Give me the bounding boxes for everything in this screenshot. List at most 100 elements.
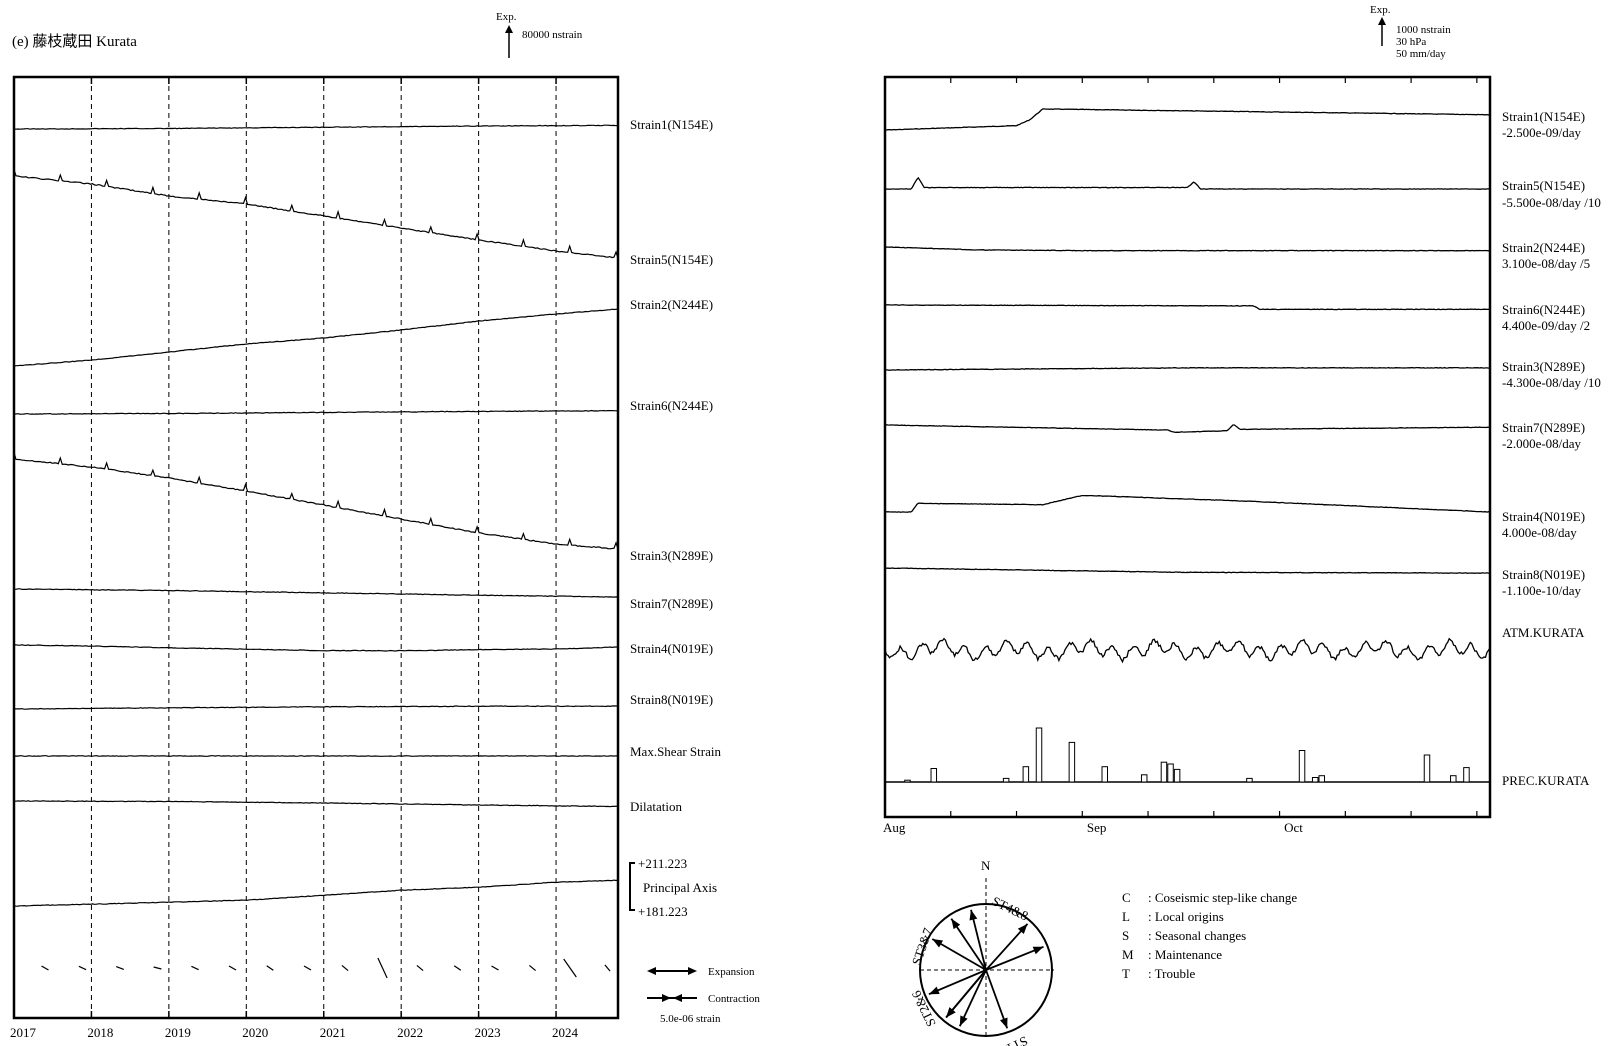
compass-arrowhead — [969, 909, 978, 921]
legend-code: L — [1122, 909, 1130, 924]
precip-bar — [1167, 763, 1174, 783]
short-trace-label: Strain2(N244E) — [1502, 240, 1585, 255]
short-term-labels: Strain1(N154E)-2.500e-09/day Strain5(N154… — [1502, 109, 1601, 788]
short-trace-trend: -1.100e-10/day — [1502, 583, 1582, 598]
long-term-labels: Strain1(N154E) Strain5(N154E) Strain2(N244… — [630, 117, 721, 814]
arrow-scale-label: 5.0e-06 strain — [660, 1013, 721, 1025]
precip-bar — [1318, 775, 1326, 783]
year-tick-label: 2019 — [165, 1025, 191, 1040]
principal-axis-tick — [303, 965, 312, 971]
long-term-panel: Exp. 80000 nstrain Strain1(N154E) Strain5… — [10, 11, 760, 1040]
year-tick-label: 2022 — [397, 1025, 423, 1040]
long-trace-4 — [14, 409, 618, 415]
month-tick-label: Oct — [1284, 820, 1303, 835]
legend-text: : Local origins — [1148, 909, 1224, 924]
legend-code: T — [1122, 966, 1130, 981]
compass-arrowhead — [1032, 946, 1044, 955]
principal-axis-tick — [78, 965, 87, 971]
short-scale-precip: 50 mm/day — [1396, 48, 1446, 60]
precip-bar — [1068, 741, 1076, 783]
principal-axis-tick — [491, 965, 499, 971]
legend-code: S — [1122, 928, 1129, 943]
long-trace-label: Strain1(N154E) — [630, 117, 713, 132]
short-trace-label: ATM.KURATA — [1502, 625, 1585, 640]
long-term-frame — [12, 75, 620, 1020]
compass-arrowhead — [959, 1015, 968, 1027]
legend-text: : Coseismic step-like change — [1148, 890, 1297, 905]
contraction-arrowhead-left — [662, 994, 671, 1002]
long-trace-6 — [13, 588, 619, 598]
long-trace-9 — [13, 755, 619, 757]
precip-bar — [1035, 727, 1043, 783]
short-trace-label: Strain7(N289E) — [1502, 420, 1585, 435]
principal-axis-tick — [453, 965, 462, 971]
year-tick-label: 2020 — [242, 1025, 268, 1040]
compass-arrow — [985, 945, 1044, 971]
principal-axis-tick — [563, 958, 577, 978]
short-trace-2 — [884, 176, 1491, 190]
long-trace-label: Strain7(N289E) — [630, 596, 713, 611]
expansion-arrowhead-right — [688, 967, 697, 975]
long-term-grid — [13, 77, 557, 1018]
contraction-label: Contraction — [708, 993, 760, 1005]
long-trace-10 — [13, 800, 619, 808]
precip-bar — [1140, 774, 1148, 783]
compass-arrow — [985, 969, 1009, 1029]
short-trace-trend: -5.500e-08/day /10 — [1502, 195, 1601, 210]
principal-axis-ticks — [41, 957, 611, 979]
short-trace-label: Strain4(N019E) — [1502, 509, 1585, 524]
principal-axis-tick — [416, 964, 424, 972]
long-trace-5 — [13, 452, 619, 550]
arrow-legend: Expansion Contraction 5.0e-06 strain — [647, 966, 760, 1025]
precip-bar — [1002, 777, 1010, 783]
short-trace-trend: 4.400e-09/day /2 — [1502, 318, 1590, 333]
long-term-x-axis: 2017 2018 2019 2020 2021 2022 2023 2024 — [10, 1025, 579, 1040]
long-trace-label: Strain8(N019E) — [630, 692, 713, 707]
long-term-scale: Exp. 80000 nstrain — [496, 11, 583, 58]
long-trace-11 — [13, 879, 619, 907]
long-trace-1 — [13, 124, 619, 130]
precip-bar — [1311, 777, 1319, 783]
compass-arrow — [931, 938, 987, 971]
compass-arrowhead — [946, 1007, 956, 1018]
precip-bar — [1423, 754, 1431, 783]
precip-bar — [930, 768, 938, 783]
precip-bar — [1022, 766, 1030, 783]
long-trace-label: Max.Shear Strain — [630, 744, 721, 759]
precip-bar — [1160, 761, 1168, 783]
short-trace-3 — [884, 246, 1491, 252]
short-scale-exp-label: Exp. — [1370, 4, 1391, 16]
principal-axis-tick — [115, 966, 125, 970]
short-trace-label: Strain6(N244E) — [1502, 302, 1585, 317]
long-scale-value: 80000 nstrain — [522, 29, 583, 41]
compass-arrowhead — [1017, 923, 1028, 934]
short-trace-label: Strain5(N154E) — [1502, 178, 1585, 193]
compass-rose: N ST4&8 ST3&7 ST2&6 ST1&5 — [908, 858, 1054, 1046]
short-trace-trend: -2.500e-09/day — [1502, 125, 1582, 140]
short-trace-8 — [884, 567, 1491, 574]
long-trace-8 — [13, 705, 619, 710]
compass-arrowhead — [1000, 1017, 1008, 1029]
precip-bar — [904, 779, 911, 783]
short-term-x-axis: Aug Sep Oct — [883, 820, 1303, 835]
contraction-arrowhead-right — [673, 994, 682, 1002]
long-trace-label: Strain5(N154E) — [630, 252, 713, 267]
principal-axis-block: +211.223 Principal Axis +181.223 — [629, 856, 717, 919]
long-trace-7 — [13, 644, 618, 652]
long-trace-label: Strain2(N244E) — [630, 297, 713, 312]
principal-axis-tick — [153, 966, 162, 970]
compass-arrowhead — [951, 918, 961, 930]
compass-label-st48: ST4&8 — [990, 893, 1031, 923]
short-trace-4 — [884, 304, 1491, 311]
legend-text: : Seasonal changes — [1148, 928, 1246, 943]
short-trace-trend: -4.300e-08/day /10 — [1502, 375, 1601, 390]
principal-axis-tick — [529, 964, 536, 972]
long-trace-label: Strain3(N289E) — [630, 548, 713, 563]
short-trace-label: Strain3(N289E) — [1502, 359, 1585, 374]
compass-label-st37: ST3&7 — [909, 925, 936, 967]
legend-text: : Trouble — [1148, 966, 1196, 981]
short-trace-5 — [884, 366, 1491, 371]
precip-bar — [1101, 766, 1109, 783]
compass-arrow — [945, 969, 987, 1019]
short-scale-arrowhead — [1378, 17, 1386, 25]
